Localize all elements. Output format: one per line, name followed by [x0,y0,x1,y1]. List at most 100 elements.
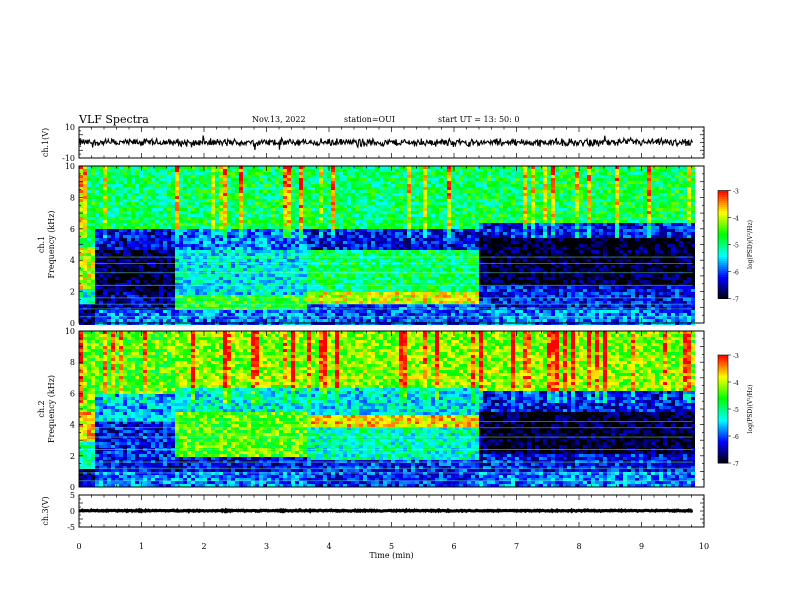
ch1-spectrogram-heatmap-cell [407,172,411,175]
ch1-spectrogram-heatmap-cell [135,265,139,268]
ch1-spectrogram-heatmap-cell [423,220,427,223]
ch1-spectrogram-heatmap-cell [115,247,119,250]
ch1-spectrogram-heatmap-cell [383,283,387,286]
ch1-spectrogram-heatmap-cell [283,286,287,289]
ch1-spectrogram-heatmap-cell [399,316,403,319]
ch1-spectrogram-heatmap-cell [211,319,215,322]
ch1-spectrogram-heatmap-cell [327,238,331,241]
ch1-spectrogram-heatmap-cell [219,190,223,193]
ch1-spectrogram-heatmap-cell [407,295,411,298]
ch1-spectrogram-heatmap-cell [291,289,295,292]
ch1-spectrogram-heatmap-cell [139,268,143,271]
ch1-spectrogram-heatmap-cell [275,244,279,247]
ch1-spectrogram-heatmap-cell [155,286,159,289]
ch1-spectrogram-heatmap-cell [159,211,163,214]
ch1-spectrogram-heatmap-cell [303,268,307,271]
ch1-spectrogram-heatmap-cell [211,274,215,277]
ch1-spectrogram-heatmap-cell [219,274,223,277]
ch1-spectrogram-heatmap-cell [427,286,431,289]
ch1-spectrogram-heatmap-cell [431,283,435,286]
ch1-spectrogram-heatmap-cell [271,232,275,235]
ch1-spectrogram-heatmap-cell [187,301,191,304]
ch1-spectrogram-heatmap-cell [367,220,371,223]
ch1-spectrogram-heatmap-cell [383,286,387,289]
ch1-spectrogram-heatmap-cell [159,184,163,187]
ch1-spectrogram-heatmap-cell [135,313,139,316]
ch1-spectrogram-heatmap-cell [399,268,403,271]
ch1-spectrogram-heatmap-cell [191,310,195,313]
ch1-spectrogram-heatmap-cell [259,211,263,214]
ch1-spectrogram-heatmap-cell [223,172,227,175]
ch1-spectrogram-heatmap-cell [327,184,331,187]
ch1-spectrogram-heatmap-cell [175,319,179,322]
ch1-spectrogram-heatmap-cell [287,196,291,199]
ch1-spectrogram-heatmap-cell [263,223,267,226]
ch1-spectrogram-heatmap-cell [163,274,167,277]
ch1-spectrogram-heatmap-cell [239,319,243,322]
ch1-spectrogram-heatmap-cell [187,232,191,235]
ch1-spectrogram-heatmap-cell [159,250,163,253]
ch1-spectrogram-heatmap-cell [167,241,171,244]
ch1-spectrogram-heatmap-cell [119,166,123,169]
ch1-spectrogram-heatmap-cell [135,169,139,172]
ch1-spectrogram-heatmap-cell [323,319,327,322]
ch1-spectrogram-heatmap-cell [367,214,371,217]
ch1-spectrogram-heatmap-cell [271,244,275,247]
ch1-spectrogram-heatmap-cell [363,310,367,313]
ch1-spectrogram-heatmap-cell [435,238,439,241]
ch1-spectrogram-heatmap-cell [291,205,295,208]
ch1-spectrogram-heatmap-cell [371,172,375,175]
ch1-spectrogram-heatmap-cell [243,280,247,283]
ch1-spectrogram-heatmap-cell [111,313,115,316]
ch1-spectrogram-heatmap-cell [319,280,323,283]
ch1-spectrogram-heatmap-cell [203,286,207,289]
ch1-spectrogram-heatmap-cell [303,295,307,298]
ch1-spectrogram-heatmap-cell [191,175,195,178]
ch1-spectrogram-heatmap-cell [123,190,127,193]
ch1-spectrogram-heatmap-cell [135,277,139,280]
ch1-spectrogram-heatmap-cell [175,316,179,319]
ch1-spectrogram-heatmap-cell [411,277,415,280]
ch1-spectrogram-heatmap-cell [191,244,195,247]
ch1-spectrogram-heatmap-cell [339,235,343,238]
ch1-spectrogram-heatmap-cell [223,277,227,280]
ch1-spectrogram-heatmap-cell [383,202,387,205]
ch1-spectrogram-heatmap-cell [103,256,107,259]
ch1-spectrogram-heatmap-cell [367,202,371,205]
ch1-spectrogram-heatmap-cell [347,289,351,292]
ch1-spectrogram-heatmap-cell [303,238,307,241]
ch1-spectrogram-heatmap-cell [399,304,403,307]
ch1-spectrogram-heatmap-cell [187,208,191,211]
ch1-spectrogram-heatmap-cell [351,298,355,301]
ch1-spectrogram-heatmap-cell [115,172,119,175]
ch1-spectrogram-heatmap-cell [411,187,415,190]
ch1-spectrogram-heatmap-cell [79,292,83,295]
ch1-spectrogram-heatmap-cell [415,268,419,271]
ch1-spectrogram-heatmap-cell [431,268,435,271]
ch1-spectrogram-heatmap-cell [251,211,255,214]
ch1-spectrogram-heatmap-cell [155,238,159,241]
ch1-spectrogram-heatmap-cell [399,172,403,175]
ch1-spectrogram-heatmap-cell [163,205,167,208]
ch1-spectrogram-heatmap-cell [319,232,323,235]
ch1-spectrogram-heatmap-cell [187,241,191,244]
ch1-spectrogram-heatmap-cell [267,199,271,202]
ch1-spectrogram-heatmap-cell [287,283,291,286]
ch1-spectrogram-heatmap-cell [415,289,419,292]
ch1-spectrogram-heatmap-cell [443,205,447,208]
ch1-spectrogram-heatmap-cell [239,232,243,235]
ch1-spectrogram-heatmap-cell [235,226,239,229]
ch1-spectrogram-heatmap-cell [379,202,383,205]
ch1-spectrogram-heatmap-cell [395,172,399,175]
ch1-spectrogram-heatmap-cell [335,169,339,172]
ch1-spectrogram-heatmap-cell [279,265,283,268]
ch1-spectrogram-heatmap-cell [295,298,299,301]
ch1-spectrogram-heatmap-cell [171,250,175,253]
ch1-spectrogram-heatmap-cell [423,187,427,190]
ch1-spectrogram-heatmap-cell [99,289,103,292]
ch1-spectrogram-heatmap-cell [351,205,355,208]
ch1-spectrogram-heatmap-cell [387,259,391,262]
ch1-spectrogram-heatmap-cell [247,283,251,286]
ch1-spectrogram-heatmap-cell [375,241,379,244]
ch1-spectrogram-heatmap-cell [243,220,247,223]
